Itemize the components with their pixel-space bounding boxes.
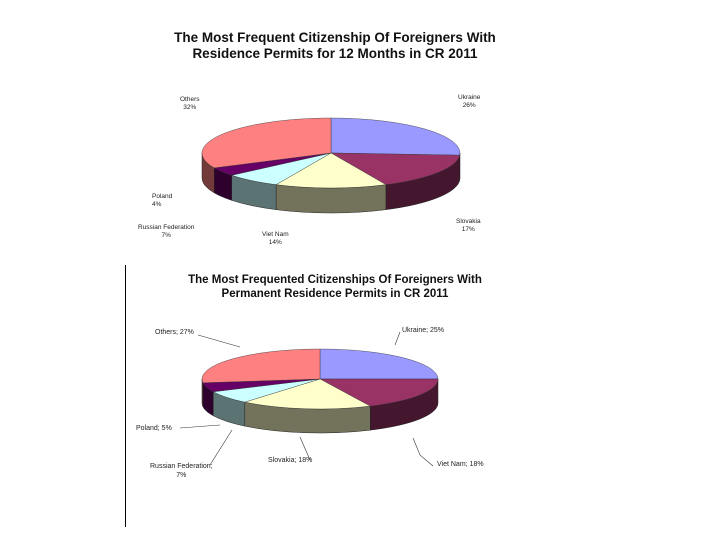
chart-1-label-vietnam-pct: 14% <box>268 239 282 247</box>
chart-1-label-ukraine-pct: 26% <box>462 102 476 110</box>
chart-2-leader-line <box>197 334 241 348</box>
chart-1-label-others-name: Others <box>180 96 200 103</box>
chart-1-label-ukraine: Ukraine 26% <box>458 94 480 111</box>
chart-2-label-slovakia: Slovakia; 18% <box>268 457 313 464</box>
chart-1-top-faces <box>201 117 461 189</box>
chart-2-leader-line <box>394 331 401 346</box>
chart-1-label-slovakia-name: Slovakia <box>456 218 481 225</box>
chart-1-title-line-1: The Most Frequent Citizenship Of Foreign… <box>174 30 496 45</box>
chart-2-leader-line <box>299 436 311 461</box>
chart-1-label-russia-pct: 7% <box>161 232 171 240</box>
chart-2-leader-line <box>209 429 233 466</box>
chart-2-slice-viet-nam <box>319 378 439 407</box>
chart-1-slice-ukraine <box>330 117 461 156</box>
chart-2-leader-lines <box>179 331 434 467</box>
chart-1-label-poland-pct: 4% <box>152 201 162 209</box>
chart-2-slice-ukraine <box>319 348 439 380</box>
chart-1-label-poland-name: Poland <box>152 193 173 200</box>
chart-1-title: The Most Frequent Citizenship Of Foreign… <box>150 30 520 62</box>
chart-1-slice-slovakia <box>330 152 460 185</box>
chart-1-slice-others <box>201 117 332 169</box>
chart-2-leader-line <box>412 437 434 467</box>
chart-2-top-faces <box>201 348 439 410</box>
chart-1-slice-viet-nam <box>275 152 387 189</box>
chart-2-label-ukraine: Ukraine; 25% <box>402 327 445 334</box>
chart-2-title-line-2: Permanent Residence Permits in CR 2011 <box>221 287 449 300</box>
chart-2-side-others <box>201 378 204 407</box>
chart-1-title-line-2: Residence Permits for 12 Months in CR 20… <box>192 45 478 61</box>
vertical-divider-line <box>125 265 126 527</box>
chart-1-label-slovakia: Slovakia 17% <box>456 218 481 235</box>
chart-1-label-vietnam-name: Viet Nam <box>262 231 289 238</box>
chart-1-label-others-pct: 32% <box>183 104 197 112</box>
chart-1-label-others: Others 32% <box>180 96 200 113</box>
chart-2-label-russia-name: Russian Federation; <box>150 463 213 470</box>
chart-1-label-russia-name: Russian Federation <box>138 224 195 231</box>
chart-1-label-viet-nam: Viet Nam 14% <box>262 231 289 248</box>
chart-1-label-russian-federation: Russian Federation 7% <box>138 224 194 241</box>
chart-2-label-russia-pct: 7% <box>176 472 187 480</box>
chart-2-label-others: Others; 27% <box>155 329 194 336</box>
chart-2-title: The Most Frequented Citizenships Of Fore… <box>170 274 500 301</box>
chart-2-slice-slovakia <box>244 378 371 410</box>
chart-2-leader-line <box>179 424 221 429</box>
chart-1-label-slovakia-pct: 17% <box>461 226 475 234</box>
chart-1-label-poland: Poland 4% <box>152 193 172 210</box>
chart-2-title-line-1: The Most Frequented Citizenships Of Fore… <box>188 274 482 286</box>
chart-2-label-russian-federation: Russian Federation; 7% <box>150 462 213 480</box>
chart-1-label-ukraine-name: Ukraine <box>458 94 481 101</box>
chart-2-label-viet-nam: Viet Nam; 18% <box>437 461 484 468</box>
chart-2-label-poland: Poland; 5% <box>136 425 172 432</box>
chart-1-side-walls <box>201 152 461 214</box>
chart-2-slice-others <box>201 348 321 383</box>
